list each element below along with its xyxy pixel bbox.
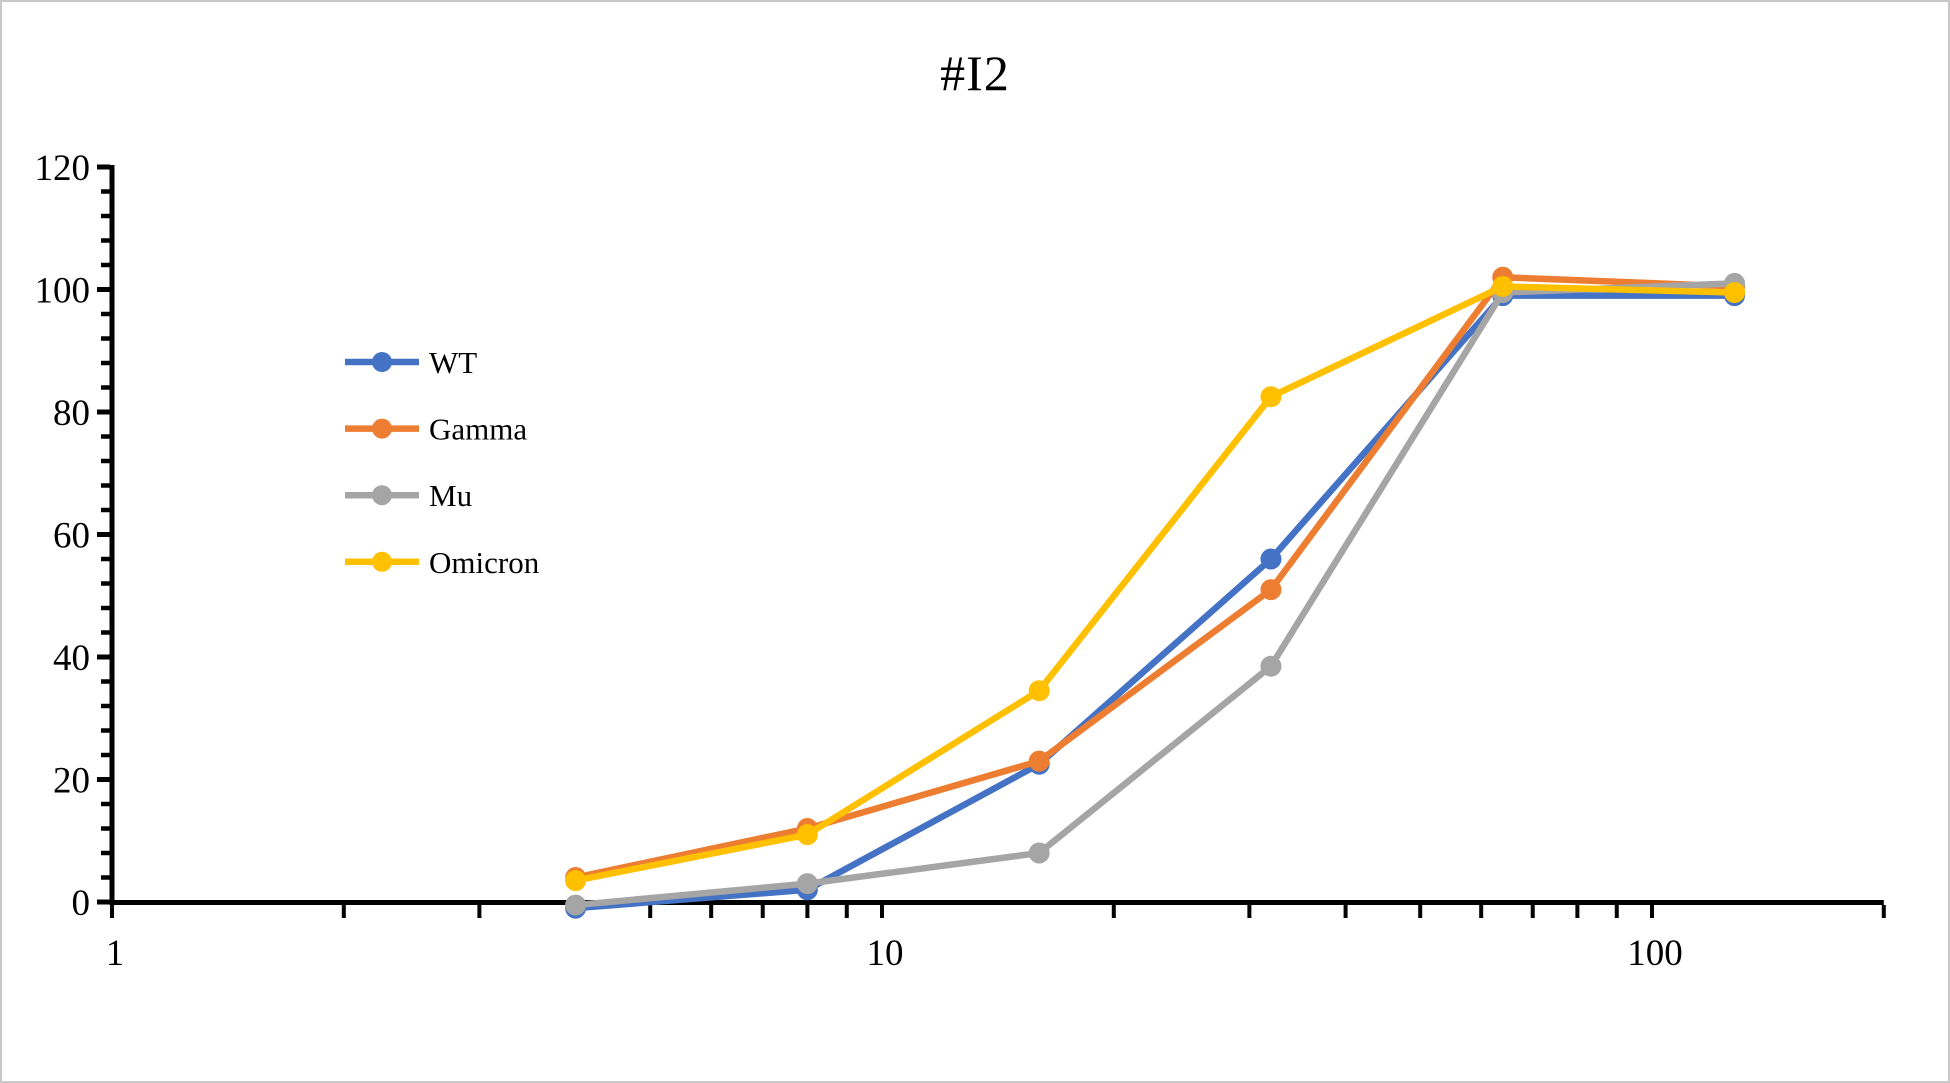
y-tick-label: 60 xyxy=(53,516,90,557)
legend-label-wt: WT xyxy=(429,345,477,380)
y-tick-label: 80 xyxy=(53,393,90,434)
series-omicron-line xyxy=(572,283,1738,884)
series-omicron-marker xyxy=(565,870,587,892)
y-tick-label: 120 xyxy=(35,148,91,189)
series-gamma-marker xyxy=(1260,579,1282,601)
series-omicron-marker xyxy=(1260,386,1282,408)
series-mu-marker xyxy=(1260,655,1282,677)
legend-wt-marker xyxy=(372,352,392,372)
x-tick-label: 1 xyxy=(106,933,125,974)
series-omicron-marker xyxy=(1492,275,1514,297)
series-wt-line xyxy=(572,292,1738,912)
series-wt-marker xyxy=(1260,548,1282,570)
chart-title: #I2 xyxy=(940,45,1010,101)
series-omicron-marker xyxy=(1724,282,1746,304)
series-gamma-line xyxy=(572,274,1738,881)
legend-label-mu: Mu xyxy=(429,478,472,513)
y-tick-label: 0 xyxy=(72,883,91,924)
series-mu-marker xyxy=(796,873,818,895)
series-mu-marker xyxy=(565,894,587,916)
y-tick-label: 100 xyxy=(35,271,91,312)
series-gamma-marker xyxy=(1028,750,1050,772)
legend-label-omicron: Omicron xyxy=(429,545,540,580)
series-omicron-marker xyxy=(1028,680,1050,702)
x-tick-label: 100 xyxy=(1627,933,1683,974)
legend-omicron-marker xyxy=(372,551,392,572)
series-mu-marker xyxy=(1028,842,1050,864)
y-tick-label: 40 xyxy=(53,638,90,679)
legend-label-gamma: Gamma xyxy=(429,412,527,447)
series-mu-line xyxy=(572,280,1738,909)
legend-gamma-marker xyxy=(372,418,392,439)
x-tick-label: 10 xyxy=(867,933,904,974)
series-omicron-marker xyxy=(796,824,818,846)
y-tick-label: 20 xyxy=(53,761,90,802)
legend-mu-marker xyxy=(372,485,392,506)
